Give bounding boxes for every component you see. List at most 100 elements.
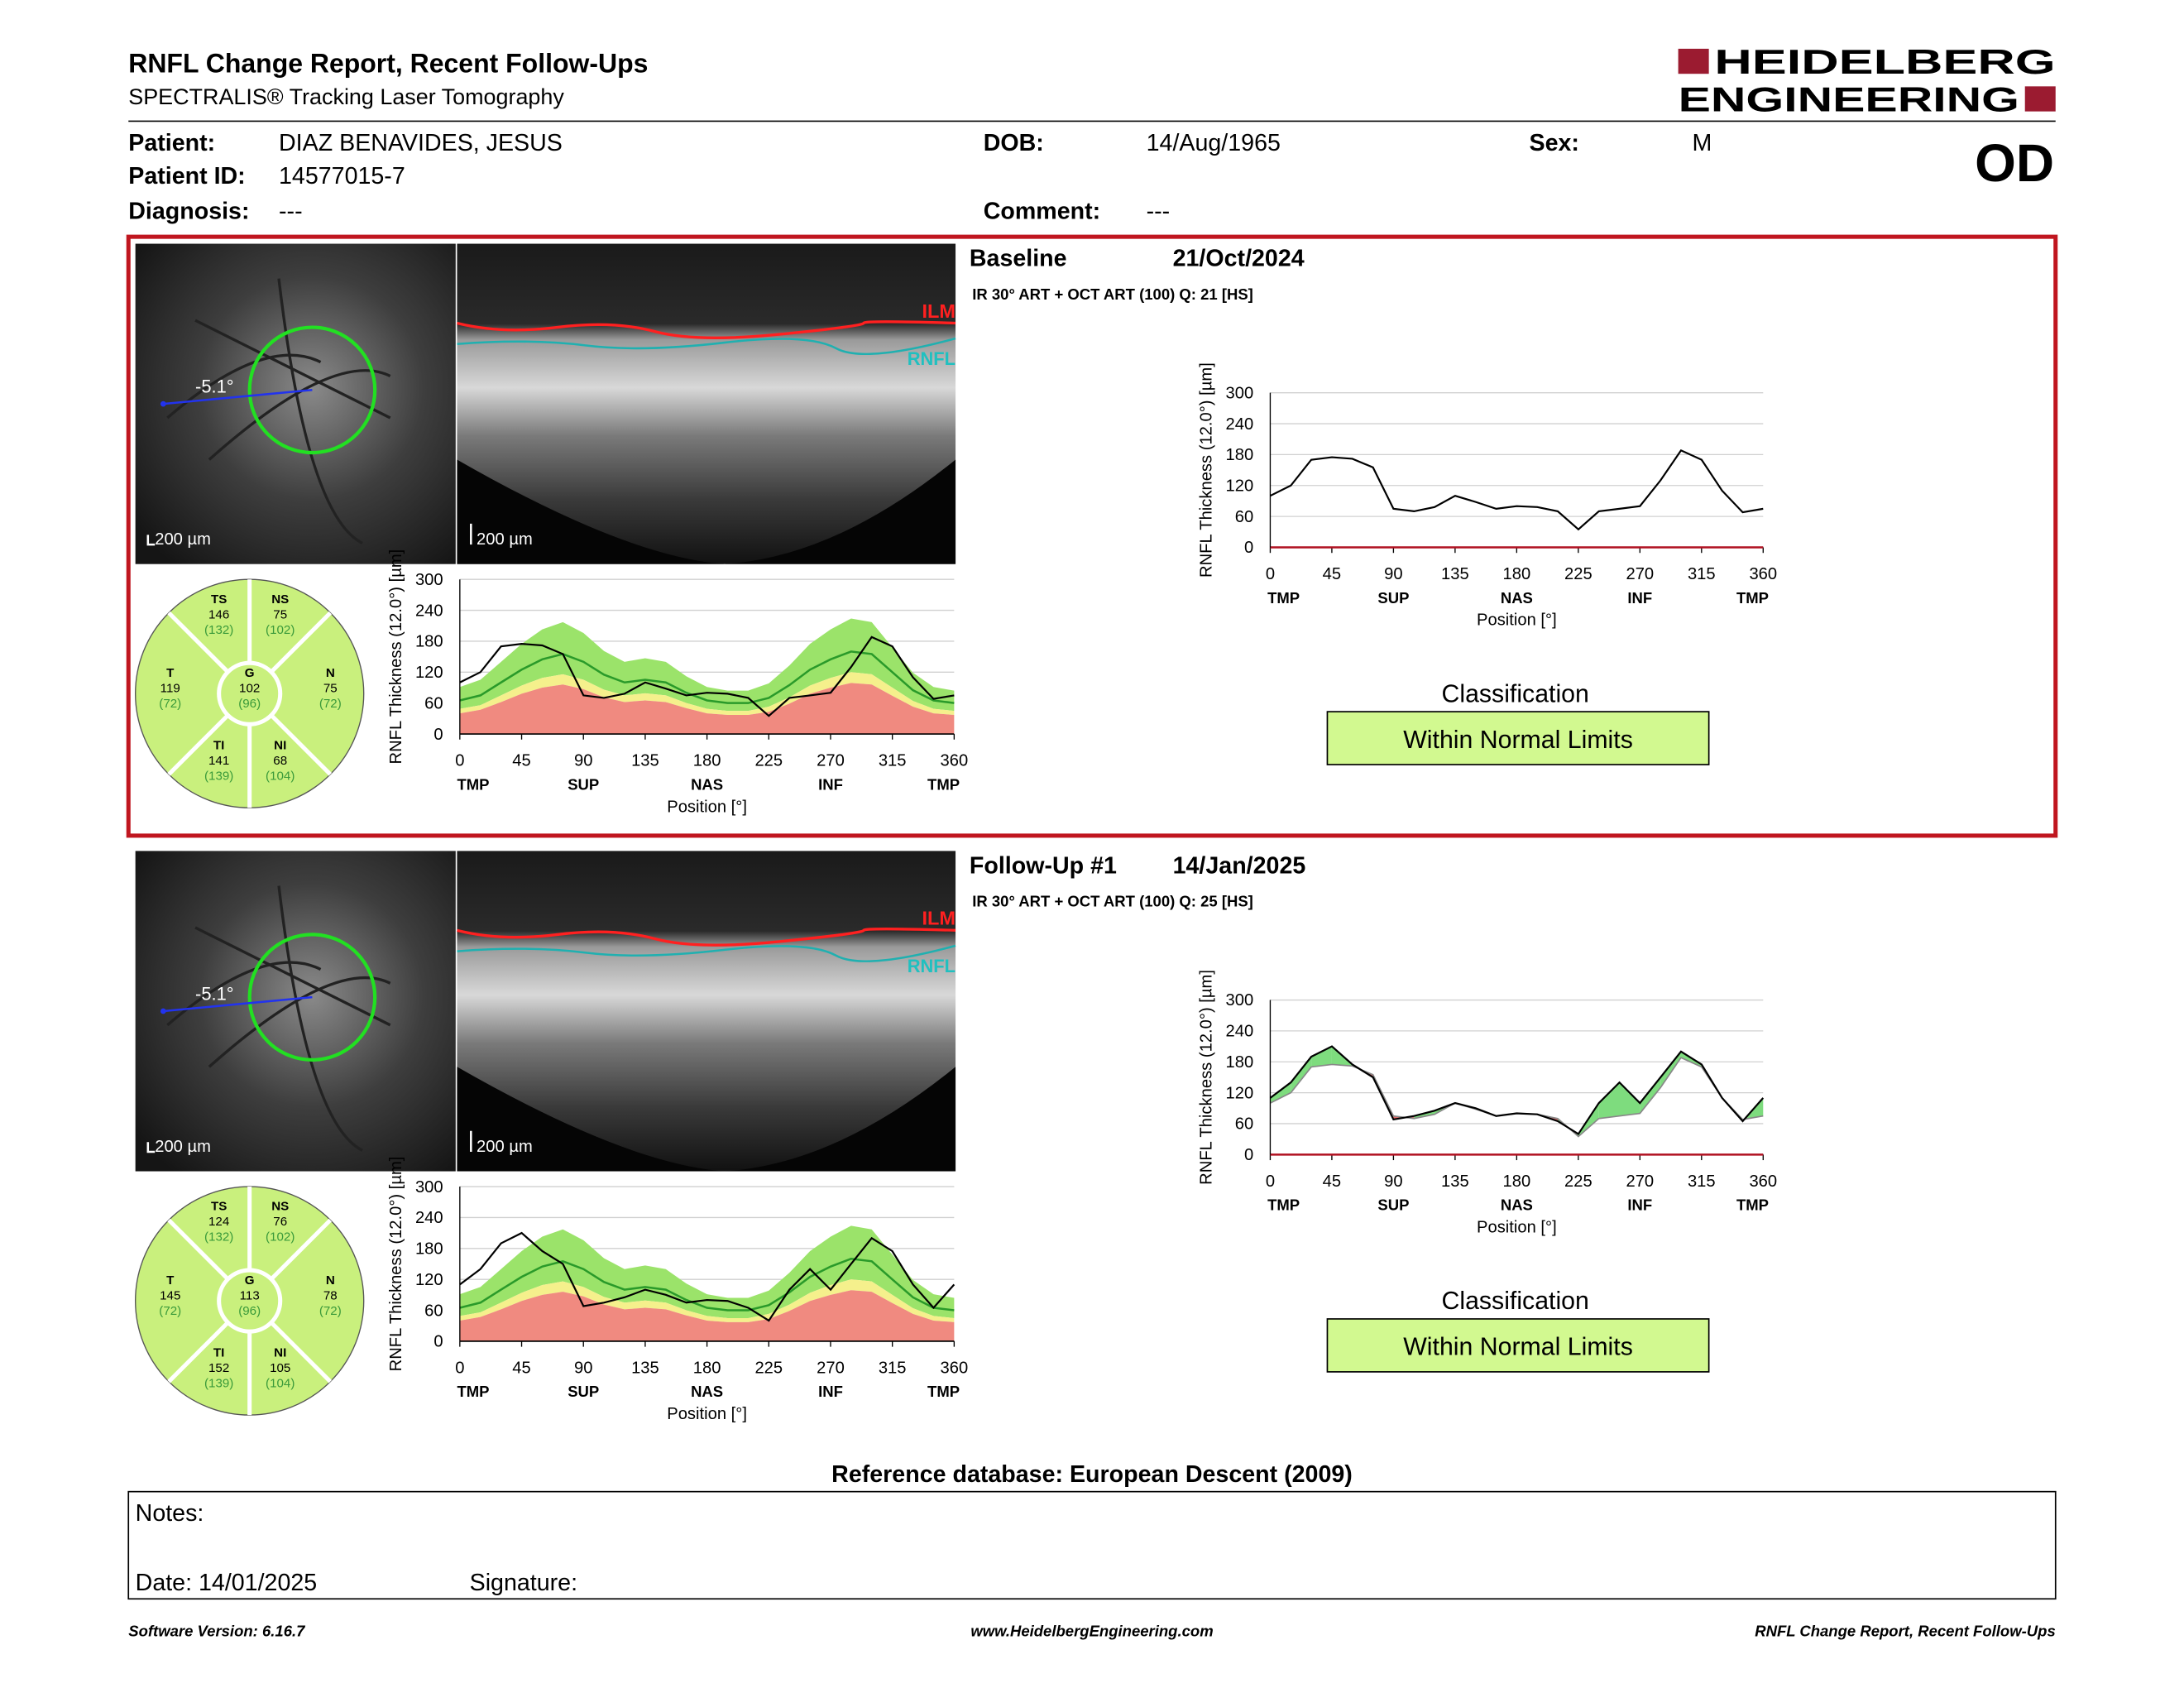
scale-bar: 200 µm [155,530,211,549]
sector-name: NS [271,592,289,607]
scale-bar: 200 µm [477,530,533,549]
x-tick-label: 180 [693,1360,721,1378]
y-tick-label: 120 [415,1271,443,1289]
x-tick-label: 270 [1626,565,1654,583]
field-label: Patient: [128,130,215,156]
report-subtitle: SPECTRALIS® Tracking Laser Tomography [128,84,564,109]
x-tick-label: 90 [574,752,592,770]
sector-reference: (72) [159,697,181,711]
y-tick-label: 120 [1226,477,1254,495]
region-label: TMP [1736,589,1769,607]
sector-divider [270,1321,333,1383]
region-label: SUP [568,775,599,793]
x-tick-label: 225 [754,1360,783,1378]
x-axis-title: Position [°] [1477,611,1557,630]
sector-value: 152 [208,1361,229,1375]
x-tick-label: 180 [1503,1172,1531,1191]
x-tick-label: 225 [1564,1172,1592,1191]
logo: HEIDELBERG [1714,42,2055,81]
x-tick-label: 90 [1384,565,1402,583]
angle-label: -5.1° [195,984,233,1005]
x-tick-label: 360 [941,752,969,770]
sector-name: NS [271,1200,289,1214]
field-label: Sex: [1530,130,1579,156]
y-tick-label: 300 [415,1178,443,1196]
field-value: 14577015-7 [279,163,405,189]
sector-reference: (96) [238,1304,261,1318]
report-title: RNFL Change Report, Recent Follow-Ups [128,49,648,79]
rnfl-line [457,337,956,356]
scale-mark [146,535,156,546]
sector-value: 146 [208,607,229,621]
y-tick-label: 120 [1226,1084,1254,1102]
sector-reference: (72) [319,1304,342,1318]
vessel [194,926,391,1027]
x-tick-label: 270 [817,752,845,770]
change-increase [1619,1082,1640,1116]
y-tick-label: 60 [424,1302,443,1320]
alignment-point [160,1008,166,1014]
baseline-frame [126,234,2058,838]
y-tick-label: 120 [415,664,443,682]
sector-global [217,1268,283,1334]
sector-name: TS [211,1200,227,1214]
normal-band [459,618,955,712]
x-axis-title: Position [°] [667,1405,747,1423]
region-label: INF [818,775,843,793]
y-tick-label: 0 [1244,539,1253,557]
sector-name: T [166,1273,175,1288]
x-tick-label: 225 [1564,565,1592,583]
region-label: NAS [691,775,723,793]
footer-right: RNFL Change Report, Recent Follow-Ups [1755,1623,2056,1640]
ilm-label: ILM [922,908,956,929]
sector-divider [270,611,333,674]
x-tick-label: 45 [512,1360,530,1378]
classification: Within Normal Limits [1403,1334,1633,1361]
x-axis-title: Position [°] [1477,1219,1557,1237]
ilm-line [457,928,956,947]
region-label: NAS [691,1383,723,1400]
sector-divider [167,1321,230,1383]
exam-label: Baseline [970,245,1067,271]
outside-band [459,1290,955,1341]
sector-name: NI [274,739,286,753]
sector-value: 145 [160,1288,180,1302]
y-axis-title: RNFL Thickness (12.0°) [µm] [387,549,405,765]
alignment-line [163,995,313,1013]
exam-label: Follow-Up #1 [970,852,1117,879]
x-tick-label: 90 [574,1360,592,1378]
sector-reference: (139) [204,1376,233,1390]
reference-database: Reference database: European Descent (20… [831,1461,1353,1488]
sector-value: 75 [273,607,287,621]
classification: Within Normal Limits [1403,727,1633,754]
baseline-thickness [1270,1057,1764,1138]
y-tick-label: 240 [415,1209,443,1227]
scan-info: IR 30° ART + OCT ART (100) Q: 25 [HS] [972,893,1253,910]
region-label: TMP [1267,589,1300,607]
thickness-profile [459,1231,956,1322]
region-label: TMP [1736,1196,1769,1214]
classification-box [1326,711,1710,765]
normal-mean [459,650,955,704]
thickness-profile [459,635,955,717]
sector-divider [270,713,333,776]
sector-reference: (104) [266,770,295,784]
change-increase [1291,1057,1312,1093]
region-label: INF [1627,589,1652,607]
region-label: SUP [1377,1196,1409,1214]
y-tick-label: 240 [415,602,443,620]
normal-mean [459,1257,955,1312]
sector-reference: (132) [204,1230,233,1244]
notes-date: Date: 14/01/2025 [136,1570,318,1596]
sector-divider [167,713,230,776]
y-tick-label: 60 [424,694,443,712]
sector-name: T [166,666,175,680]
x-tick-label: 45 [1323,1172,1341,1191]
x-tick-label: 135 [631,1360,659,1378]
fundus-image [135,243,456,564]
sector-name: N [326,666,335,680]
signature-label: Signature: [470,1570,577,1596]
